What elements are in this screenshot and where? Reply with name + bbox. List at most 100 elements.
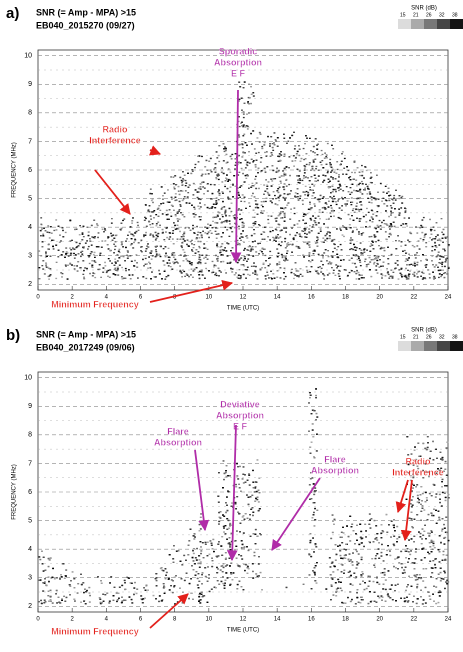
- noise-dot: [265, 255, 267, 256]
- noise-dot: [157, 236, 159, 237]
- noise-dot: [271, 152, 273, 153]
- noise-dot: [342, 190, 344, 191]
- noise-dot: [199, 237, 201, 238]
- noise-dot: [405, 268, 407, 269]
- noise-dot: [301, 230, 303, 231]
- noise-dot: [175, 197, 177, 198]
- noise-dot: [177, 220, 179, 221]
- noise-dot: [264, 142, 266, 143]
- noise-dot: [346, 186, 348, 187]
- noise-dot: [218, 275, 220, 276]
- noise-dot: [254, 241, 256, 242]
- noise-dot: [248, 246, 250, 247]
- noise-dot: [170, 176, 172, 177]
- noise-dot: [178, 228, 180, 229]
- noise-dot: [272, 170, 274, 171]
- noise-dot: [233, 259, 235, 260]
- noise-dot: [272, 165, 274, 166]
- noise-dot: [82, 234, 84, 235]
- noise-dot: [238, 275, 240, 276]
- noise-dot: [191, 205, 193, 206]
- noise-dot: [358, 233, 360, 234]
- noise-dot: [150, 189, 152, 190]
- noise-dot: [147, 246, 149, 247]
- noise-dot: [259, 243, 261, 244]
- noise-dot: [384, 250, 386, 251]
- noise-dot: [283, 138, 285, 139]
- noise-dot: [119, 249, 121, 250]
- noise-dot: [407, 270, 409, 271]
- noise-dot: [355, 250, 357, 251]
- noise-dot: [333, 272, 335, 273]
- noise-dot: [113, 238, 115, 239]
- noise-dot: [310, 218, 312, 219]
- noise-dot: [187, 173, 189, 174]
- noise-dot: [354, 263, 356, 264]
- noise-dot: [409, 264, 411, 265]
- noise-dot: [153, 217, 155, 218]
- noise-dot: [369, 257, 371, 258]
- noise-dot: [179, 201, 181, 202]
- noise-dot: [332, 251, 334, 252]
- noise-dot: [254, 223, 256, 224]
- noise-dot: [401, 196, 403, 197]
- noise-dot: [398, 278, 400, 279]
- noise-dot: [444, 277, 446, 278]
- noise-dot: [299, 248, 301, 249]
- noise-dot: [373, 259, 375, 260]
- noise-dot: [389, 228, 391, 229]
- noise-dot: [126, 255, 128, 256]
- noise-dot: [357, 167, 359, 168]
- noise-dot: [258, 224, 260, 225]
- noise-dot: [380, 225, 382, 226]
- noise-dot: [227, 197, 229, 198]
- noise-dot: [171, 197, 173, 198]
- noise-dot: [42, 241, 44, 242]
- noise-dot: [152, 198, 154, 199]
- noise-dot: [414, 272, 416, 273]
- noise-dot: [304, 194, 306, 195]
- noise-dot: [284, 154, 286, 155]
- noise-dot: [381, 201, 383, 202]
- noise-dot: [186, 202, 188, 203]
- noise-dot: [229, 236, 231, 237]
- noise-dot: [106, 272, 108, 273]
- noise-dot: [145, 235, 147, 236]
- noise-dot: [284, 174, 286, 175]
- noise-dot: [425, 265, 427, 266]
- noise-dot: [231, 158, 233, 159]
- noise-dot: [285, 256, 287, 257]
- noise-dot: [329, 232, 331, 233]
- noise-dot: [298, 220, 300, 221]
- noise-dot: [221, 167, 223, 168]
- noise-dot: [387, 258, 389, 259]
- noise-dot: [131, 238, 133, 239]
- noise-dot: [264, 191, 266, 192]
- noise-dot: [263, 144, 265, 145]
- noise-dot: [254, 217, 256, 218]
- noise-dot: [231, 271, 233, 272]
- noise-dot: [382, 198, 384, 199]
- noise-dot: [288, 167, 290, 168]
- noise-dot: [293, 238, 295, 239]
- noise-dot: [140, 247, 142, 248]
- noise-dot: [326, 154, 328, 155]
- noise-dot: [294, 160, 296, 161]
- noise-dot: [239, 144, 241, 145]
- annotation: Minimum Frequency: [51, 299, 139, 309]
- noise-dot: [127, 235, 129, 236]
- noise-dot: [390, 270, 392, 271]
- noise-dot: [327, 274, 329, 275]
- noise-dot: [302, 220, 304, 221]
- noise-dot: [340, 189, 342, 190]
- noise-dot: [268, 215, 270, 216]
- annotation: Radio: [102, 124, 128, 134]
- noise-dot: [105, 265, 107, 266]
- noise-dot: [416, 273, 418, 274]
- noise-dot: [359, 262, 361, 263]
- annotation: Interference: [89, 135, 141, 145]
- noise-dot: [168, 257, 170, 258]
- noise-dot: [324, 158, 326, 159]
- noise-dot: [207, 224, 209, 225]
- noise-dot: [418, 271, 420, 272]
